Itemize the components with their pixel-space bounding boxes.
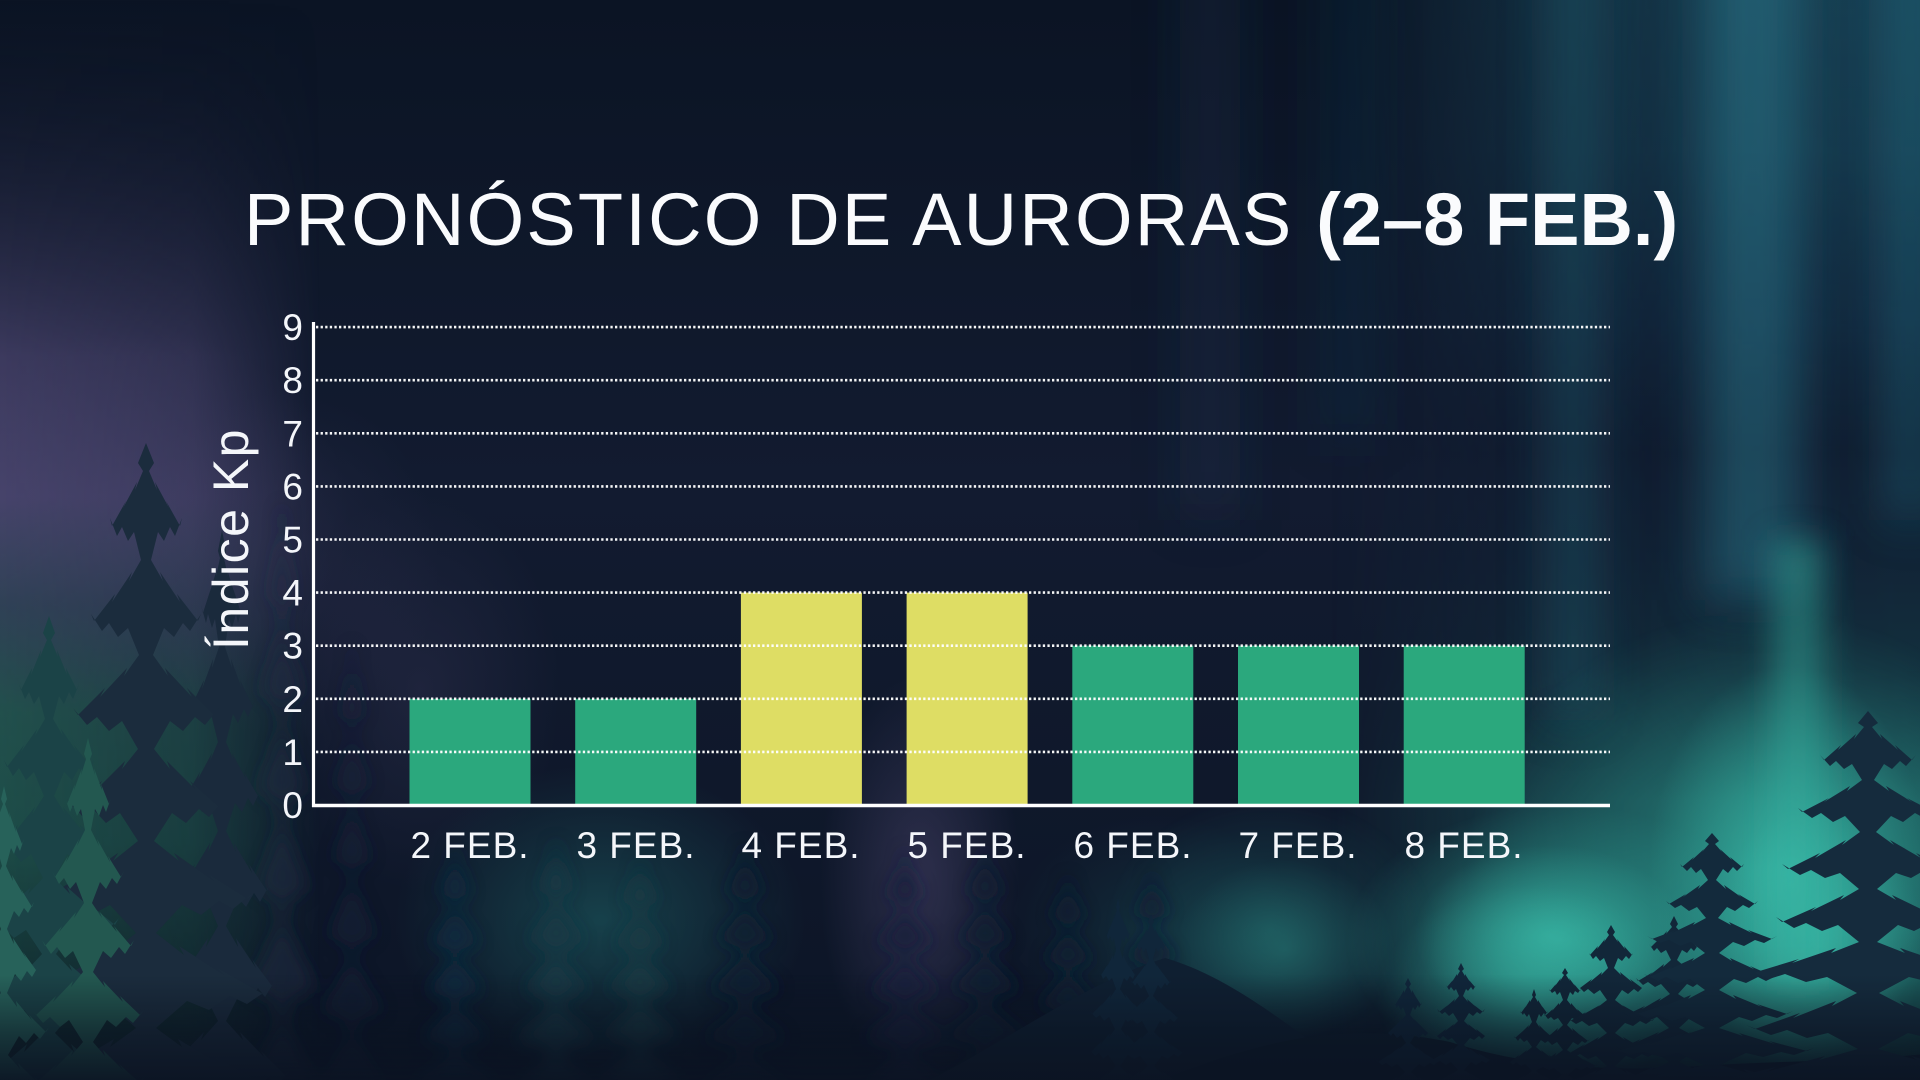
svg-text:3 FEB.: 3 FEB. [576, 825, 695, 866]
svg-text:6: 6 [282, 466, 303, 507]
svg-text:2: 2 [282, 679, 303, 720]
svg-text:4 FEB.: 4 FEB. [741, 825, 860, 866]
svg-text:2 FEB.: 2 FEB. [410, 825, 529, 866]
svg-text:1: 1 [282, 732, 303, 773]
svg-text:7: 7 [282, 413, 303, 454]
svg-text:8 FEB.: 8 FEB. [1404, 825, 1523, 866]
svg-text:Índice Kp: Índice Kp [203, 428, 259, 650]
svg-text:6 FEB.: 6 FEB. [1073, 825, 1192, 866]
svg-text:0: 0 [282, 785, 303, 826]
svg-text:5 FEB.: 5 FEB. [907, 825, 1026, 866]
svg-text:7 FEB.: 7 FEB. [1238, 825, 1357, 866]
svg-text:8: 8 [282, 360, 303, 401]
svg-text:4: 4 [282, 573, 303, 614]
svg-text:PRONÓSTICO DE AURORAS (2–8 FEB: PRONÓSTICO DE AURORAS (2–8 FEB.) [244, 178, 1678, 261]
svg-text:3: 3 [282, 626, 303, 667]
svg-text:5: 5 [282, 520, 303, 561]
svg-text:9: 9 [282, 307, 303, 348]
